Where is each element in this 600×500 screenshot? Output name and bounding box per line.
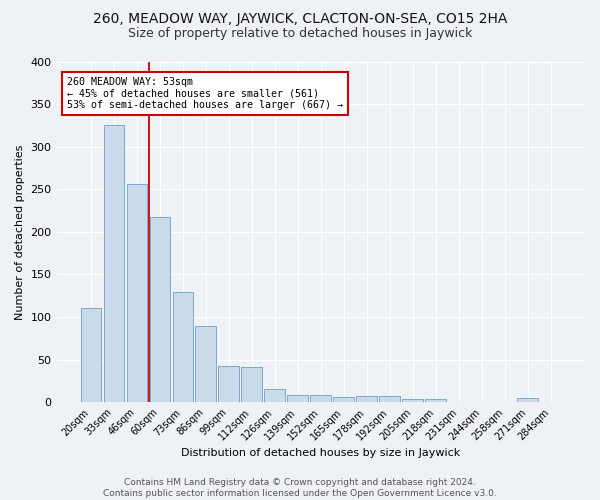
Text: Contains HM Land Registry data © Crown copyright and database right 2024.
Contai: Contains HM Land Registry data © Crown c…: [103, 478, 497, 498]
Bar: [265, 388, 285, 402]
Bar: [310, 396, 331, 402]
Bar: [80, 308, 101, 402]
Bar: [196, 326, 216, 402]
Bar: [425, 399, 446, 402]
Bar: [356, 396, 377, 402]
Bar: [379, 396, 400, 402]
Text: 260 MEADOW WAY: 53sqm
← 45% of detached houses are smaller (561)
53% of semi-det: 260 MEADOW WAY: 53sqm ← 45% of detached …: [67, 77, 343, 110]
Text: 260, MEADOW WAY, JAYWICK, CLACTON-ON-SEA, CO15 2HA: 260, MEADOW WAY, JAYWICK, CLACTON-ON-SEA…: [93, 12, 507, 26]
X-axis label: Distribution of detached houses by size in Jaywick: Distribution of detached houses by size …: [181, 448, 460, 458]
Bar: [403, 399, 423, 402]
Text: Size of property relative to detached houses in Jaywick: Size of property relative to detached ho…: [128, 28, 472, 40]
Y-axis label: Number of detached properties: Number of detached properties: [15, 144, 25, 320]
Bar: [334, 397, 354, 402]
Bar: [287, 394, 308, 402]
Bar: [127, 184, 147, 402]
Bar: [241, 368, 262, 402]
Bar: [173, 292, 193, 402]
Bar: [218, 366, 239, 402]
Bar: [517, 398, 538, 402]
Bar: [104, 126, 124, 402]
Bar: [149, 216, 170, 402]
